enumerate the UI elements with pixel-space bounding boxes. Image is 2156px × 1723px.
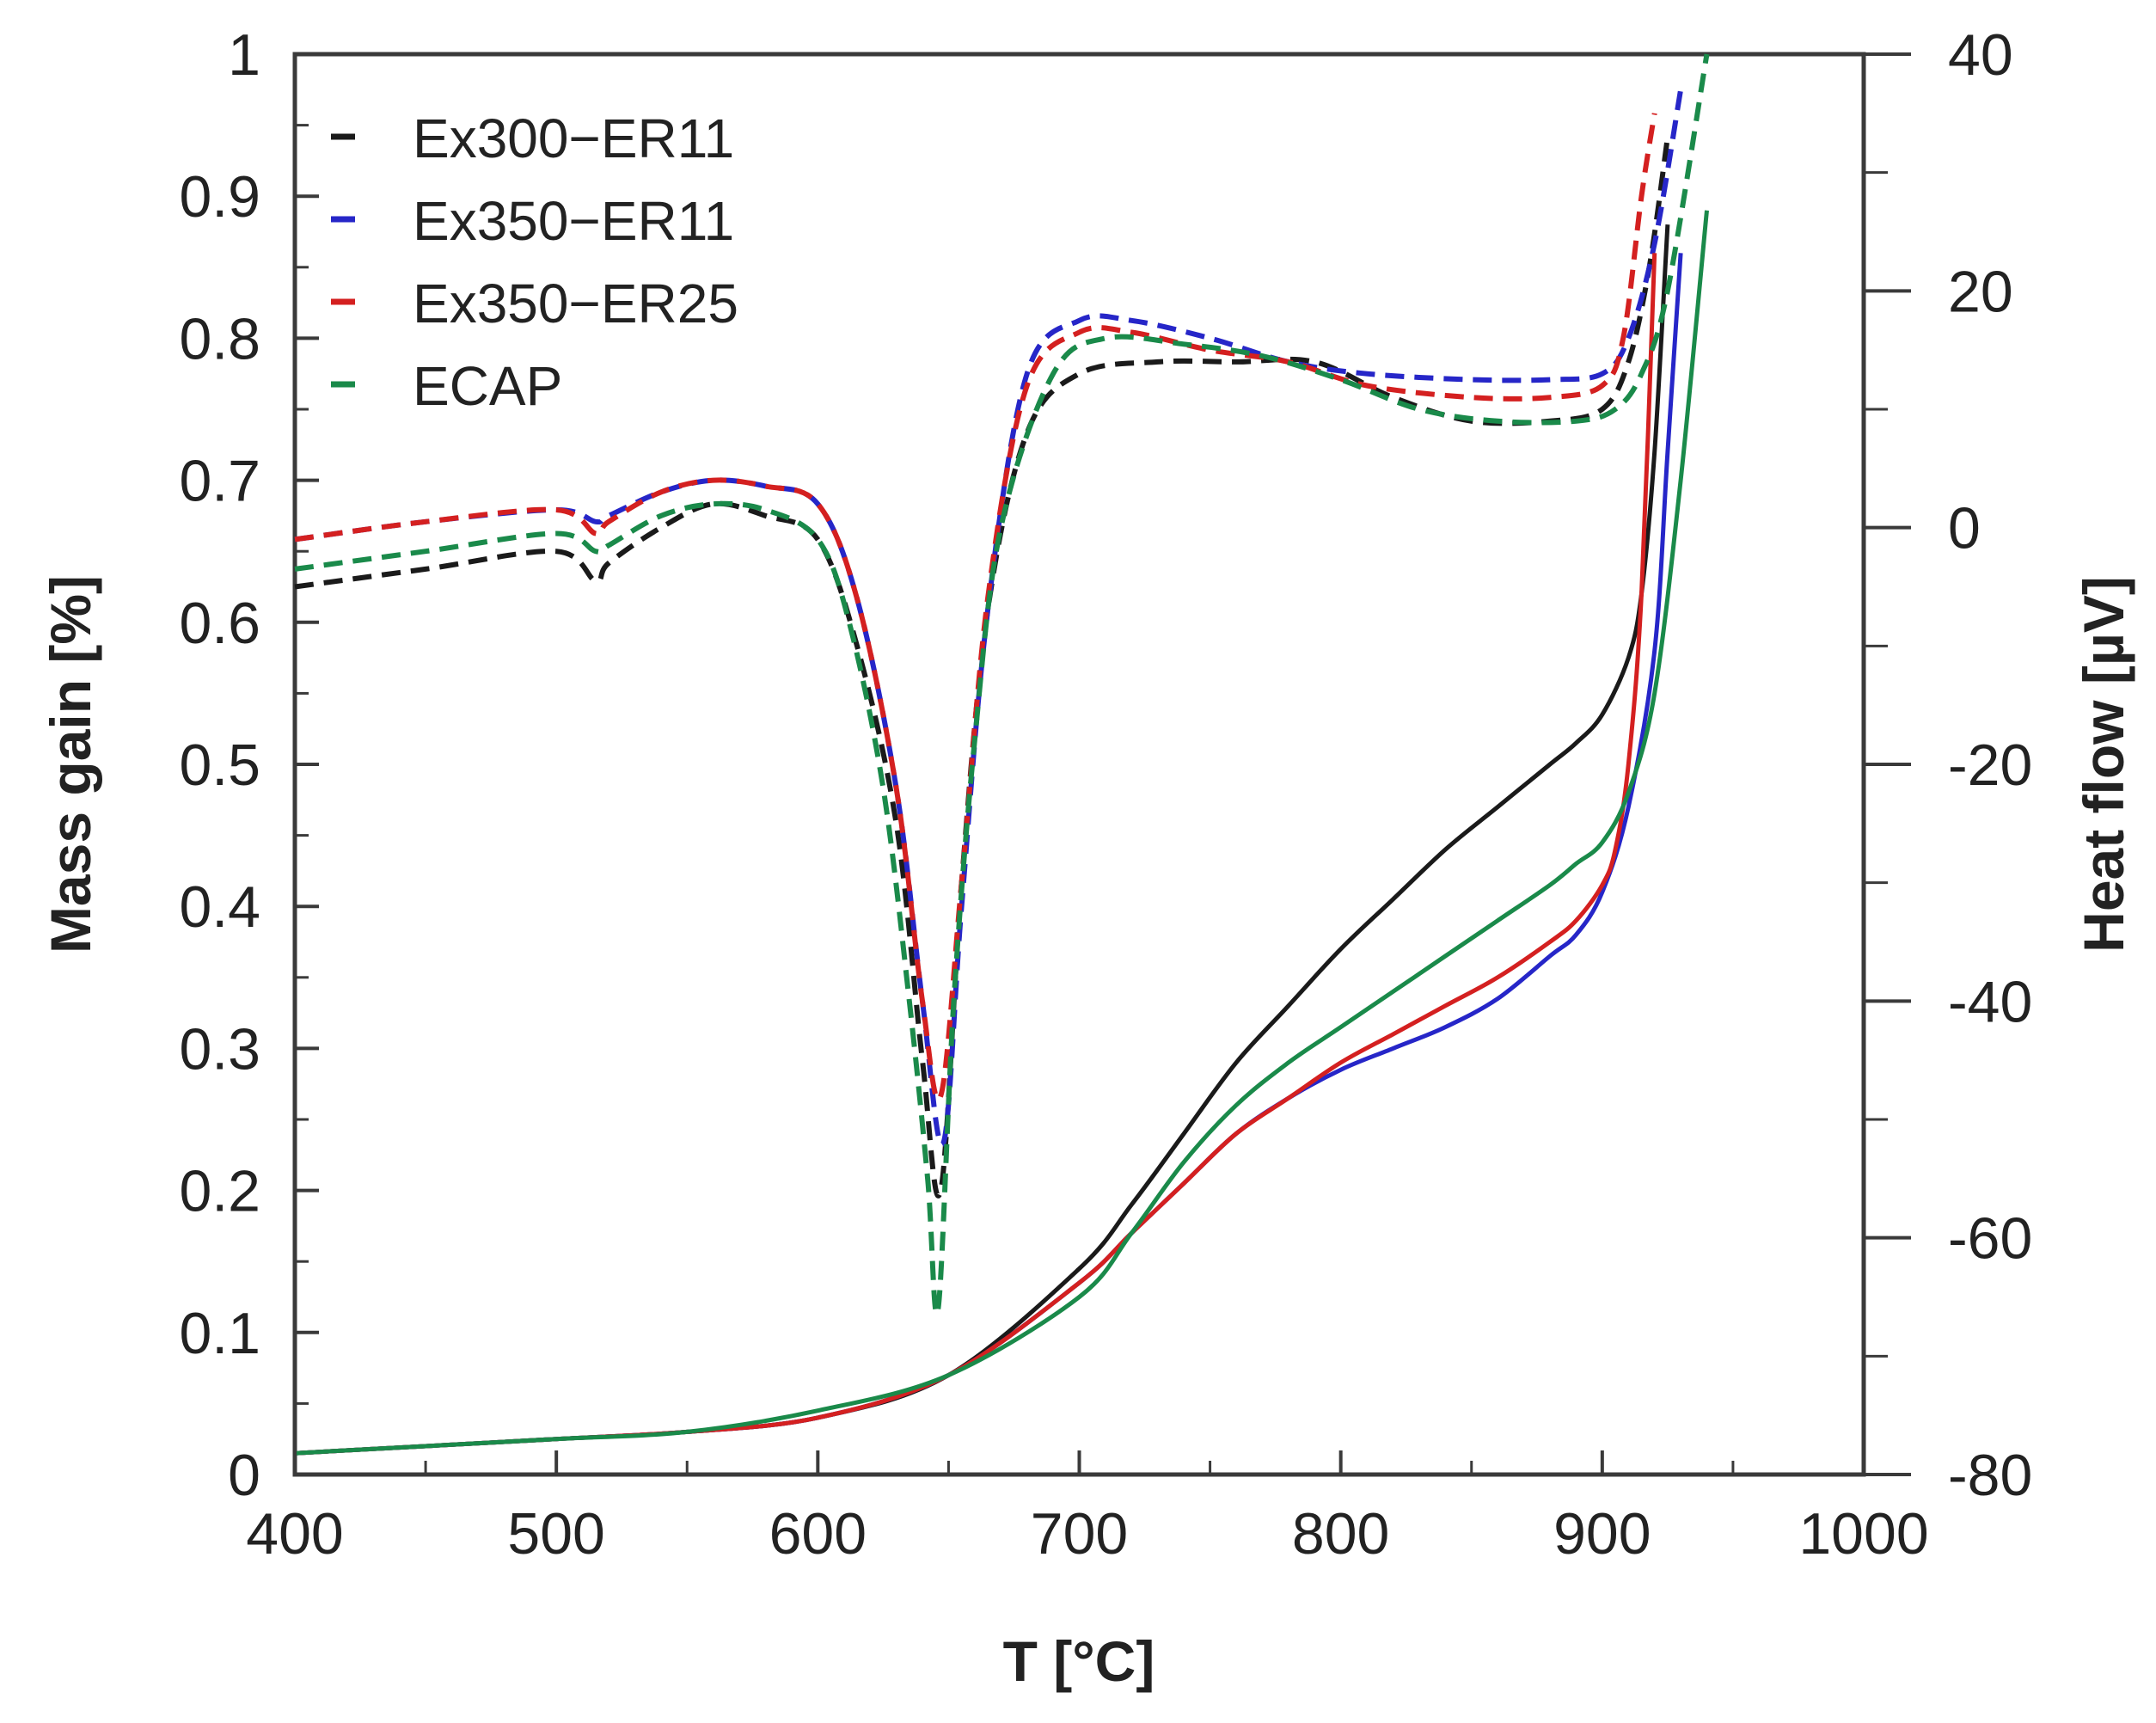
y-tick-label: 0.5	[179, 733, 260, 798]
y-tick-label: 0.3	[179, 1016, 260, 1082]
y-tick-label: 0.6	[179, 591, 260, 656]
y-tick-label: 0.8	[179, 306, 260, 371]
y2-tick-label: 40	[1948, 22, 2013, 88]
y2-tick-label: 0	[1948, 496, 1981, 561]
x-tick-label: 800	[1292, 1501, 1389, 1567]
y2-tick-label: -40	[1948, 969, 2032, 1034]
legend-label-ecap: ECAP	[413, 355, 562, 417]
y-tick-label: 0	[228, 1443, 260, 1508]
y2-axis-title: Heat flow [µV]	[2072, 576, 2135, 953]
x-tick-label: 1000	[1798, 1501, 1928, 1567]
heat-flow-line-ecap	[294, 53, 1710, 1317]
series-layer	[294, 53, 1710, 1456]
y-tick-label: 0.7	[179, 449, 260, 514]
legend-label-ex350-er25: Ex350−ER25	[413, 273, 738, 334]
tick-layer: 400 500 600 700 800 900 100000.10.20.30.40.50.…	[179, 22, 2032, 1567]
y2-tick-label: -60	[1948, 1206, 2032, 1272]
y2-tick-label: -80	[1948, 1443, 2032, 1508]
y-axis-title: Mass gain [%]	[39, 575, 102, 953]
plot-area	[292, 52, 1866, 1477]
y2-tick-label: 20	[1948, 259, 2013, 324]
legend-label-ex300-er11: Ex300−ER11	[413, 107, 734, 169]
y-tick-label: 0.1	[179, 1301, 260, 1366]
x-tick-label: 900	[1553, 1501, 1651, 1567]
y-tick-label: 0.4	[179, 874, 260, 940]
y2-tick-label: -20	[1948, 733, 2032, 798]
y-tick-label: 0.9	[179, 164, 260, 230]
x-axis-title: T [°C]	[1003, 1629, 1155, 1693]
y-tick-label: 0.2	[179, 1159, 260, 1224]
legend: Ex300−ER11 Ex350−ER11 Ex350−ER25 ECAP	[331, 107, 738, 417]
x-tick-label: 400	[246, 1501, 343, 1567]
x-tick-label: 600	[769, 1501, 867, 1567]
legend-label-ex350-er11: Ex350−ER11	[413, 190, 734, 252]
mass-gain-line-ecap	[294, 210, 1709, 1456]
x-tick-label: 500	[507, 1501, 604, 1567]
x-tick-label: 700	[1031, 1501, 1128, 1567]
y-tick-label: 1	[228, 22, 260, 88]
